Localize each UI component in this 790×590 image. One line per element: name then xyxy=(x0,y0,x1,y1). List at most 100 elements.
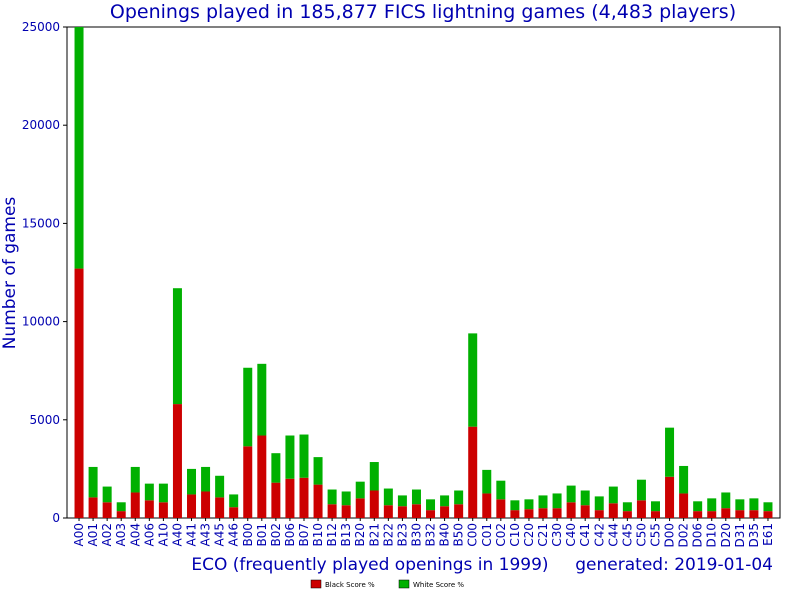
y-tick-label: 10000 xyxy=(22,315,60,329)
bar-segment xyxy=(102,486,112,503)
bar-segment xyxy=(749,498,759,511)
x-tick-label: C55 xyxy=(648,523,662,547)
bar-segment xyxy=(665,476,675,518)
y-tick-label: 5000 xyxy=(29,413,60,427)
x-tick-label: A00 xyxy=(72,523,86,546)
bar-segment xyxy=(313,484,323,518)
x-tick-label: C00 xyxy=(466,523,480,547)
bar-segment xyxy=(538,495,548,509)
x-tick-label: D20 xyxy=(719,523,733,548)
bar-segment xyxy=(665,427,675,477)
bar-segment xyxy=(566,502,576,518)
bar-segment xyxy=(763,502,773,512)
x-tick-label: A01 xyxy=(86,523,100,546)
bar-segment xyxy=(88,466,98,498)
bar-segment xyxy=(482,469,492,494)
bar-segment xyxy=(172,288,182,405)
bar-segment xyxy=(271,453,281,483)
x-axis-label: ECO (frequently played openings in 1999) xyxy=(191,555,548,575)
x-tick-label: B06 xyxy=(283,523,297,547)
x-tick-label: C50 xyxy=(634,523,648,547)
bar-segment xyxy=(397,506,407,518)
bar-segment xyxy=(187,468,197,495)
x-tick-label: C01 xyxy=(480,523,494,547)
bar-segment xyxy=(116,502,126,512)
bar-segment xyxy=(243,367,253,447)
x-tick-label: A02 xyxy=(100,523,114,546)
bar-segment xyxy=(468,426,478,518)
x-tick-label: B40 xyxy=(438,523,452,547)
x-tick-label: C44 xyxy=(606,523,620,547)
bar-segment xyxy=(735,510,745,518)
x-tick-label: A04 xyxy=(128,523,142,546)
x-tick-label: C42 xyxy=(592,523,606,547)
y-tick-label: 20000 xyxy=(22,118,60,132)
x-tick-label: B02 xyxy=(269,523,283,547)
bar-segment xyxy=(426,499,436,511)
x-tick-label: B23 xyxy=(395,523,409,547)
bar-segment xyxy=(566,485,576,503)
x-tick-label: B13 xyxy=(339,523,353,547)
bar-segment xyxy=(355,498,365,518)
bar-segment xyxy=(158,502,168,518)
bar-segment xyxy=(383,505,393,518)
bar-segment xyxy=(313,457,323,485)
bar-segment xyxy=(650,501,660,512)
legend-swatch xyxy=(398,579,410,589)
bar-segment xyxy=(440,506,450,518)
bar-segment xyxy=(496,480,506,500)
x-tick-label: A10 xyxy=(156,523,170,546)
y-tick-label: 0 xyxy=(52,511,60,525)
x-tick-label: C10 xyxy=(508,523,522,547)
bar-segment xyxy=(187,494,197,518)
x-tick-label: C45 xyxy=(620,523,634,547)
x-axis-ticks: A00 A01 A02 A03 A04 A06 A10 A40 A41 A43 A45 A46 B00 B… xyxy=(72,518,775,548)
bar-segment xyxy=(215,497,225,518)
x-tick-label: B50 xyxy=(452,523,466,547)
x-tick-label: D31 xyxy=(733,523,747,548)
x-tick-label: A03 xyxy=(114,523,128,546)
bar-segment xyxy=(636,479,646,501)
bar-segment xyxy=(130,466,140,493)
x-tick-label: B30 xyxy=(409,523,423,547)
x-tick-label: E61 xyxy=(761,523,775,546)
bar-segment xyxy=(201,491,211,518)
bar-segment xyxy=(468,333,478,427)
bar-segment xyxy=(454,490,464,505)
bar-segment xyxy=(524,509,534,518)
bar-segment xyxy=(594,510,604,518)
bar-segment xyxy=(763,511,773,518)
bar-segment xyxy=(735,499,745,511)
bar-segment xyxy=(299,434,309,478)
bar-segment xyxy=(144,483,154,501)
bar-segment xyxy=(622,511,632,518)
bar-segment xyxy=(552,508,562,518)
x-tick-label: B00 xyxy=(241,523,255,547)
x-tick-label: B10 xyxy=(311,523,325,547)
bar-segment xyxy=(440,495,450,507)
x-tick-label: D02 xyxy=(677,523,691,548)
bar-segment xyxy=(229,494,239,508)
x-tick-label: A46 xyxy=(227,523,241,546)
x-tick-label: C02 xyxy=(494,523,508,547)
bar-segment xyxy=(538,508,548,518)
bar-segment xyxy=(426,510,436,518)
y-axis-ticks: 0 5000 10000 15000 20000 25000 xyxy=(22,20,67,525)
x-tick-label: D35 xyxy=(747,523,761,548)
x-tick-label: B32 xyxy=(424,523,438,547)
bar-segment xyxy=(636,500,646,518)
y-tick-label: 25000 xyxy=(22,20,60,34)
x-tick-label: C20 xyxy=(522,523,536,547)
bar-segment xyxy=(454,504,464,518)
x-tick-label: B12 xyxy=(325,523,339,547)
bar-segment xyxy=(172,404,182,518)
bar-segment xyxy=(707,498,717,512)
bar-segment xyxy=(524,499,534,510)
bar-segment xyxy=(144,500,154,518)
x-tick-label: B22 xyxy=(381,523,395,547)
bar-segment xyxy=(327,489,337,505)
legend-swatch xyxy=(310,579,322,589)
bar-segment xyxy=(411,504,421,518)
x-tick-label: B20 xyxy=(353,523,367,547)
